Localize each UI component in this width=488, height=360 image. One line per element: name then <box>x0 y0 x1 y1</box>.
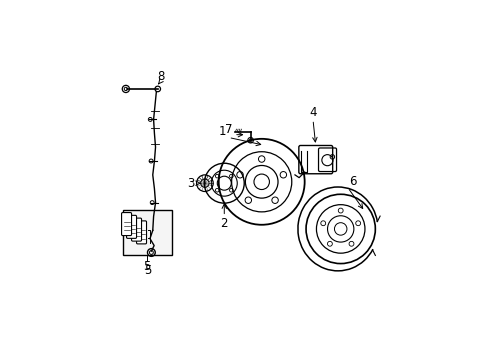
Text: 2: 2 <box>220 217 227 230</box>
Text: 4: 4 <box>308 106 316 119</box>
Text: 6: 6 <box>349 175 356 188</box>
Text: 5: 5 <box>142 260 150 273</box>
Text: 8: 8 <box>157 70 164 83</box>
Text: 7: 7 <box>224 123 232 136</box>
Text: 5: 5 <box>143 264 151 276</box>
FancyBboxPatch shape <box>126 215 136 238</box>
FancyBboxPatch shape <box>122 212 131 235</box>
Bar <box>123 210 171 255</box>
Text: 1: 1 <box>219 125 226 138</box>
FancyBboxPatch shape <box>136 221 146 244</box>
Text: 3: 3 <box>187 177 194 190</box>
FancyBboxPatch shape <box>131 218 141 241</box>
